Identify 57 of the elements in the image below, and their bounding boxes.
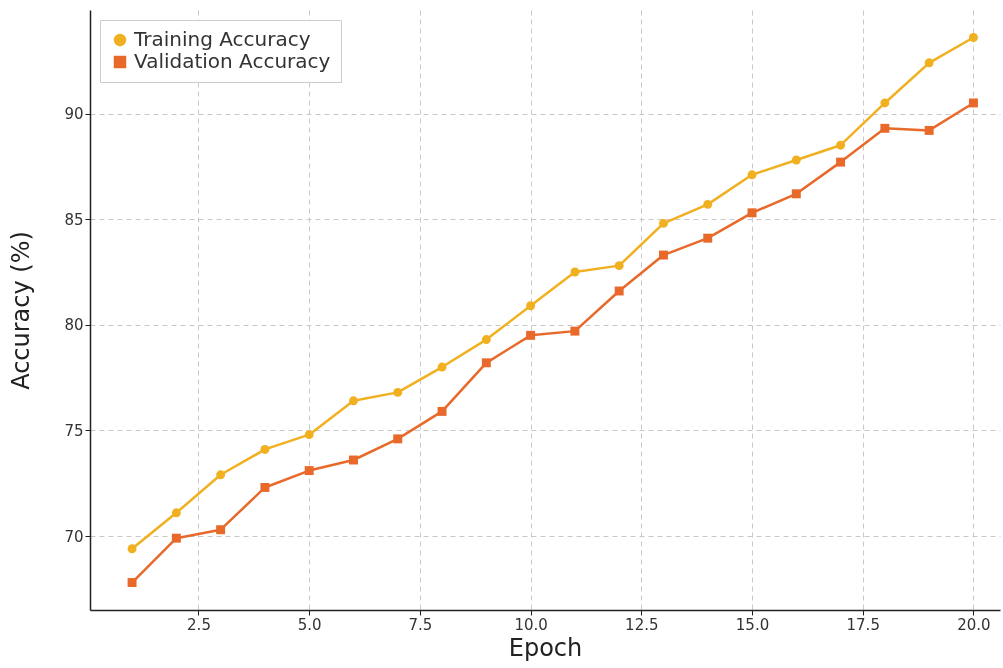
point	[791, 189, 801, 199]
x-tick-label: 17.5	[846, 615, 880, 634]
point	[526, 301, 536, 311]
point	[216, 525, 226, 535]
point	[570, 267, 580, 277]
x-tick-label: 20.0	[957, 615, 991, 634]
point	[127, 578, 137, 588]
point	[171, 533, 181, 543]
point	[570, 326, 580, 336]
point	[437, 362, 447, 372]
point	[260, 444, 270, 454]
point	[481, 358, 491, 368]
x-tick-label: 10.0	[514, 615, 548, 634]
point	[216, 470, 226, 480]
y-axis-title: Accuracy (%)	[7, 231, 36, 390]
y-tick-label: 90	[64, 105, 84, 124]
point	[614, 261, 624, 271]
y-tick-label: 70	[64, 527, 84, 546]
point	[127, 544, 137, 554]
x-tick-label: 2.5	[187, 615, 211, 634]
y-tick-label: 85	[64, 210, 84, 229]
point	[747, 208, 757, 218]
point	[304, 430, 314, 440]
x-tick-label: 5.0	[297, 615, 322, 634]
legend-label: Validation Accuracy	[134, 49, 331, 73]
point	[304, 466, 314, 476]
point	[349, 396, 358, 406]
point	[747, 170, 757, 180]
legend-label: Training Accuracy	[133, 27, 311, 51]
point	[393, 387, 403, 397]
point	[791, 155, 801, 165]
point	[968, 33, 978, 42]
point	[880, 123, 890, 133]
point	[349, 455, 358, 465]
point	[924, 58, 934, 68]
x-tick-label: 12.5	[625, 615, 659, 634]
y-tick-label: 80	[64, 316, 84, 335]
point	[393, 434, 403, 444]
point	[880, 98, 890, 108]
point	[968, 98, 978, 108]
x-tick-label: 15.0	[735, 615, 770, 634]
point	[437, 406, 447, 416]
point	[836, 157, 846, 167]
point	[924, 125, 934, 135]
point	[171, 508, 181, 518]
point	[703, 199, 713, 209]
point	[260, 482, 270, 492]
point	[836, 140, 846, 150]
x-axis-title: Epoch	[508, 633, 583, 662]
x-tick-label: 7.5	[408, 615, 433, 634]
point	[481, 335, 491, 345]
point	[658, 218, 668, 228]
y-tick-label: 75	[64, 421, 84, 440]
point	[703, 233, 713, 243]
point	[526, 330, 536, 340]
point	[658, 250, 668, 260]
point	[614, 286, 624, 296]
